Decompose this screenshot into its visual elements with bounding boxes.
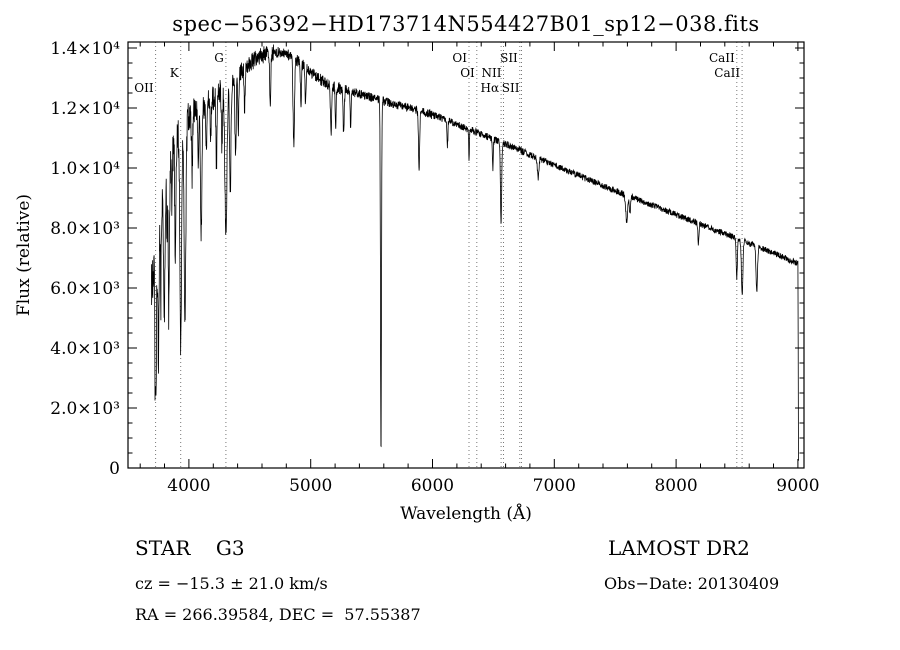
y-tick-label: 0 xyxy=(109,459,120,479)
x-tick-label: 7000 xyxy=(533,476,576,496)
marker-label-oi: OI xyxy=(452,51,467,65)
x-tick-label: 5000 xyxy=(289,476,332,496)
survey-label: LAMOST DR2 xyxy=(608,536,750,560)
marker-label-k: K xyxy=(170,66,180,80)
object-class-label: STAR G3 xyxy=(135,536,245,560)
y-tick-label: 1.0×10⁴ xyxy=(50,159,120,179)
coordinates-label: RA = 266.39584, DEC = 57.55387 xyxy=(135,605,421,624)
marker-label-sii: SII xyxy=(502,81,520,95)
x-tick-label: 8000 xyxy=(654,476,697,496)
marker-label-caii: CaII xyxy=(714,66,740,80)
y-tick-label: 6.0×10³ xyxy=(50,279,120,299)
marker-label-hα: Hα xyxy=(481,81,500,95)
y-tick-label: 1.2×10⁴ xyxy=(50,99,120,119)
radial-velocity-label: cz = −15.3 ± 21.0 km/s xyxy=(135,574,328,593)
marker-label-caii: CaII xyxy=(709,51,735,65)
marker-label-nii: NII xyxy=(482,66,502,80)
x-tick-label: 9000 xyxy=(776,476,819,496)
y-tick-label: 2.0×10³ xyxy=(50,399,120,419)
y-tick-label: 1.4×10⁴ xyxy=(50,39,120,59)
y-tick-label: 8.0×10³ xyxy=(50,219,120,239)
marker-label-oii: OII xyxy=(134,81,154,95)
marker-label-g: G xyxy=(214,51,224,65)
spectrum-line xyxy=(150,44,799,461)
marker-label-oi: OI xyxy=(460,66,475,80)
plot-title: spec−56392−HD173714N554427B01_sp12−038.f… xyxy=(172,12,760,36)
x-axis-label: Wavelength (Å) xyxy=(400,504,532,524)
x-tick-label: 4000 xyxy=(167,476,210,496)
x-tick-label: 6000 xyxy=(411,476,454,496)
y-tick-label: 4.0×10³ xyxy=(50,339,120,359)
obs-date-label: Obs−Date: 20130409 xyxy=(604,574,780,593)
plot-frame xyxy=(127,41,805,469)
marker-label-sii: SII xyxy=(500,51,518,65)
y-axis-label: Flux (relative) xyxy=(14,193,34,317)
